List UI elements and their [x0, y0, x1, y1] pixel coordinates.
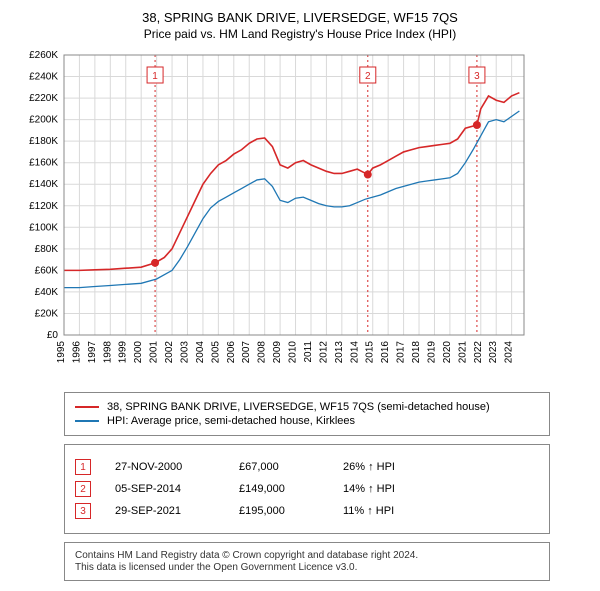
event-delta: 11% ↑ HPI — [343, 505, 394, 517]
svg-text:£40K: £40K — [35, 287, 59, 298]
footer-line-1: Contains HM Land Registry data © Crown c… — [75, 550, 539, 561]
event-row: 1 27-NOV-2000 £67,000 26% ↑ HPI — [75, 459, 539, 475]
svg-text:£200K: £200K — [29, 115, 58, 126]
event-delta: 26% ↑ HPI — [343, 461, 395, 473]
svg-text:2008: 2008 — [257, 341, 268, 364]
svg-text:2000: 2000 — [133, 341, 144, 364]
svg-text:2001: 2001 — [149, 341, 160, 364]
svg-text:2024: 2024 — [504, 341, 515, 364]
event-date: 05-SEP-2014 — [115, 483, 215, 495]
events-table: 1 27-NOV-2000 £67,000 26% ↑ HPI 2 05-SEP-2014… — [64, 444, 550, 534]
event-marker: 3 — [75, 503, 91, 519]
svg-text:£240K: £240K — [29, 72, 58, 83]
svg-text:2010: 2010 — [288, 341, 299, 364]
svg-text:2003: 2003 — [179, 341, 190, 364]
svg-text:2012: 2012 — [318, 341, 329, 364]
svg-text:£260K: £260K — [29, 50, 58, 61]
svg-text:£120K: £120K — [29, 201, 58, 212]
svg-text:£60K: £60K — [35, 265, 59, 276]
legend-label: HPI: Average price, semi-detached house,… — [107, 415, 355, 427]
svg-text:1: 1 — [152, 71, 158, 82]
svg-text:2009: 2009 — [272, 341, 283, 364]
svg-text:2020: 2020 — [442, 341, 453, 364]
svg-text:3: 3 — [474, 71, 480, 82]
event-date: 27-NOV-2000 — [115, 461, 215, 473]
event-row: 2 05-SEP-2014 £149,000 14% ↑ HPI — [75, 481, 539, 497]
svg-text:£80K: £80K — [35, 244, 59, 255]
svg-text:2006: 2006 — [226, 341, 237, 364]
svg-text:1996: 1996 — [71, 341, 82, 364]
event-delta: 14% ↑ HPI — [343, 483, 395, 495]
event-date: 29-SEP-2021 — [115, 505, 215, 517]
svg-text:2023: 2023 — [488, 341, 499, 364]
svg-text:2004: 2004 — [195, 341, 206, 364]
page-title: 38, SPRING BANK DRIVE, LIVERSEDGE, WF15 … — [10, 10, 590, 25]
legend-label: 38, SPRING BANK DRIVE, LIVERSEDGE, WF15 … — [107, 401, 490, 413]
svg-text:2015: 2015 — [365, 341, 376, 364]
svg-text:2017: 2017 — [396, 341, 407, 364]
svg-text:2007: 2007 — [241, 341, 252, 364]
svg-text:2022: 2022 — [473, 341, 484, 364]
svg-text:2021: 2021 — [457, 341, 468, 364]
event-row: 3 29-SEP-2021 £195,000 11% ↑ HPI — [75, 503, 539, 519]
attribution-footer: Contains HM Land Registry data © Crown c… — [64, 542, 550, 581]
event-price: £149,000 — [239, 483, 319, 495]
svg-text:£0: £0 — [47, 330, 59, 341]
svg-text:1998: 1998 — [102, 341, 113, 364]
svg-text:1999: 1999 — [118, 341, 129, 364]
svg-text:1995: 1995 — [56, 341, 67, 364]
svg-text:£160K: £160K — [29, 158, 58, 169]
svg-text:2014: 2014 — [349, 341, 360, 364]
event-marker: 2 — [75, 481, 91, 497]
svg-text:2005: 2005 — [210, 341, 221, 364]
svg-text:£180K: £180K — [29, 136, 58, 147]
legend-item: HPI: Average price, semi-detached house,… — [75, 415, 539, 427]
svg-text:1997: 1997 — [87, 341, 98, 364]
svg-text:2013: 2013 — [334, 341, 345, 364]
svg-text:2018: 2018 — [411, 341, 422, 364]
svg-text:£220K: £220K — [29, 93, 58, 104]
chart-container: £0 £20K £40K £60K £80K £100K £120K £140K £160K £1… — [10, 49, 590, 384]
legend: 38, SPRING BANK DRIVE, LIVERSEDGE, WF15 … — [64, 392, 550, 436]
price-chart: £0 £20K £40K £60K £80K £100K £120K £140K £160K £1… — [10, 49, 540, 379]
event-marker: 1 — [75, 459, 91, 475]
page-subtitle: Price paid vs. HM Land Registry's House … — [10, 27, 590, 41]
legend-item: 38, SPRING BANK DRIVE, LIVERSEDGE, WF15 … — [75, 401, 539, 413]
svg-text:2016: 2016 — [380, 341, 391, 364]
event-price: £195,000 — [239, 505, 319, 517]
svg-text:2019: 2019 — [426, 341, 437, 364]
svg-text:2002: 2002 — [164, 341, 175, 364]
footer-line-2: This data is licensed under the Open Gov… — [75, 562, 539, 573]
event-price: £67,000 — [239, 461, 319, 473]
svg-text:£100K: £100K — [29, 222, 58, 233]
svg-text:2: 2 — [365, 71, 371, 82]
svg-text:£20K: £20K — [35, 308, 59, 319]
svg-text:2011: 2011 — [303, 341, 314, 363]
legend-swatch — [75, 420, 99, 422]
svg-text:£140K: £140K — [29, 179, 58, 190]
legend-swatch — [75, 406, 99, 408]
